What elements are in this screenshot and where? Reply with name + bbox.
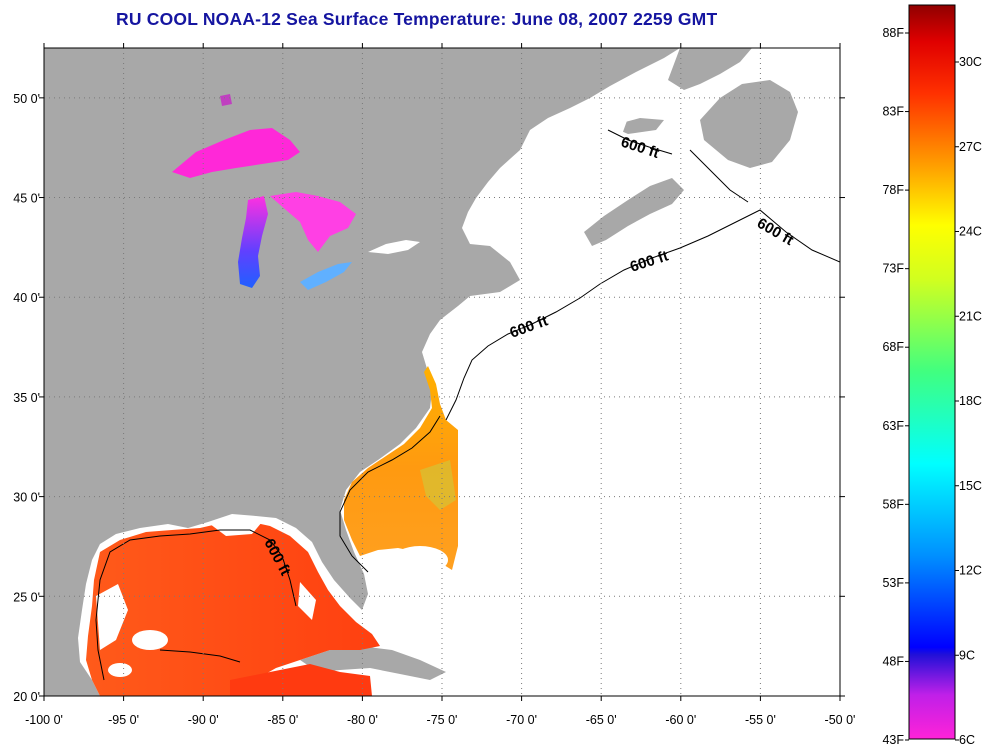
colorbar-label-c: 30C (959, 55, 982, 69)
x-tick-label: -80 0' (347, 713, 378, 727)
newfoundland-land (700, 80, 798, 168)
x-tick-label: -70 0' (506, 713, 537, 727)
contour-lines (95, 129, 840, 681)
colorbar-label-f: 43F (882, 733, 904, 747)
lake-ontario (368, 240, 420, 254)
colorbar-label-f: 48F (882, 654, 904, 668)
colorbar-label-f: 63F (882, 419, 904, 433)
colorbar-label-f: 68F (882, 340, 904, 354)
gulf-clouds (96, 516, 316, 677)
y-tick-label: 35 0' (13, 391, 40, 405)
colorbar-label-c: 12C (959, 564, 982, 578)
colorbar-label-f: 53F (882, 576, 904, 590)
map-gridlines (44, 48, 840, 696)
north-america-land (44, 48, 680, 696)
colorbar-gradient (908, 4, 956, 740)
colorbar-label-f: 83F (882, 105, 904, 119)
nova-scotia-land (584, 178, 684, 246)
colorbar-label-c: 24C (959, 225, 982, 239)
colorbar-label-c: 18C (959, 394, 982, 408)
atlantic-sst-greenish (420, 460, 456, 510)
gulf-sst (86, 522, 380, 696)
st-lawrence-water (558, 108, 628, 170)
lake-huron (270, 192, 356, 252)
colorbar: 88F 83F 78F 73F 68F 63F 58F 53F 48F 43F 30C 27C 24C… (882, 4, 982, 747)
colorbar-label-c: 15C (959, 479, 982, 493)
y-tick-label: 25 0' (13, 590, 40, 604)
x-tick-label: -90 0' (188, 713, 219, 727)
colorbar-label-c: 27C (959, 140, 982, 154)
x-axis: -100 0' -95 0' -90 0' -85 0' -80 0' -75 0' -70… (25, 43, 855, 727)
y-tick-label: 40 0' (13, 291, 40, 305)
florida-clouds (374, 546, 454, 599)
x-tick-label: -65 0' (586, 713, 617, 727)
colorbar-label-f: 73F (882, 262, 904, 276)
x-tick-label: -50 0' (825, 713, 856, 727)
y-tick-label: 20 0' (13, 690, 40, 704)
colorbar-label-f: 88F (882, 26, 904, 40)
caribbean-sst (230, 664, 372, 696)
colorbar-label-c: 21C (959, 309, 982, 323)
lake-erie (300, 262, 352, 290)
atlantic-sst (344, 366, 458, 570)
map-title: RU COOL NOAA-12 Sea Surface Temperature:… (116, 9, 718, 29)
x-tick-label: -95 0' (108, 713, 139, 727)
lake-superior (172, 128, 300, 178)
colorbar-label-f: 78F (882, 183, 904, 197)
map-panel: 600 ft 600 ft 600 ft 600 ft 600 ft (44, 48, 840, 696)
y-tick-label: 50 0' (13, 92, 40, 106)
x-tick-label: -60 0' (665, 713, 696, 727)
y-tick-label: 45 0' (13, 192, 40, 206)
lake-nipigon (220, 94, 232, 106)
colorbar-label-f: 58F (882, 497, 904, 511)
colorbar-label-c: 9C (959, 648, 975, 662)
x-tick-label: -100 0' (25, 713, 63, 727)
cuba-land (300, 646, 446, 680)
labrador-land (668, 48, 752, 90)
x-tick-label: -55 0' (745, 713, 776, 727)
x-tick-label: -75 0' (427, 713, 458, 727)
lake-michigan (238, 196, 268, 288)
colorbar-label-c: 6C (959, 733, 975, 747)
y-tick-label: 30 0' (13, 491, 40, 505)
y-axis: 20 0' 25 0' 30 0' 35 0' 40 0' 45 0' 50 0' (13, 92, 845, 704)
x-tick-label: -85 0' (267, 713, 298, 727)
